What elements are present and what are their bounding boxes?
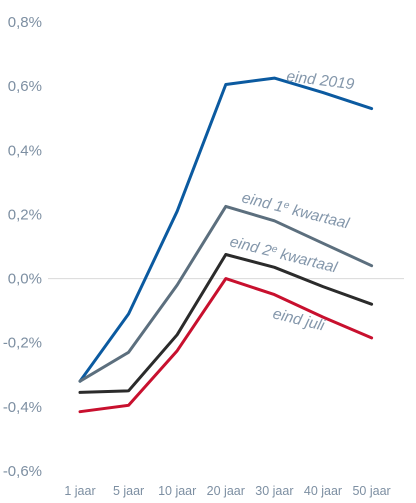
series-lines [78, 76, 374, 414]
series-label-eind-1e-kwartaal: eind 1e kwartaal [240, 189, 351, 233]
x-tick-label: 10 jaar [158, 484, 196, 498]
x-axis: 1 jaar 5 jaar 10 jaar 20 jaar 30 jaar 40 jaar… [64, 484, 390, 498]
series-line-eind-2019 [78, 76, 374, 383]
y-tick-label: -0,2% [3, 335, 42, 352]
x-tick-label: 20 jaar [207, 484, 245, 498]
series-line-eind-1e-kwartaal [78, 204, 374, 383]
x-tick-label: 50 jaar [352, 484, 390, 498]
series-line-eind-juli [78, 277, 374, 414]
series-line-eind-2e-kwartaal [78, 253, 374, 394]
y-tick-label: -0,4% [3, 399, 42, 416]
y-tick-label: 0,6% [8, 78, 42, 95]
series-label-eind-2019: eind 2019 [286, 68, 356, 93]
series-label-eind-juli: eind juli [271, 305, 327, 334]
x-tick-label: 1 jaar [64, 484, 95, 498]
series-label-tail: kwartaal [286, 201, 351, 233]
x-tick-label: 30 jaar [255, 484, 293, 498]
series-label-sup: e [271, 243, 279, 255]
x-tick-label: 40 jaar [304, 484, 342, 498]
y-tick-label: 0,0% [8, 271, 42, 288]
y-tick-label: 0,8% [8, 14, 42, 31]
y-tick-label: 0,4% [8, 142, 42, 159]
y-tick-label: -0,6% [3, 463, 42, 480]
y-axis: -0,6% -0,4% -0,2% 0,0% 0,2% 0,4% 0,6% 0,8% [3, 14, 42, 480]
series-label-sup: e [283, 199, 291, 211]
y-tick-label: 0,2% [8, 206, 42, 223]
x-tick-label: 5 jaar [113, 484, 144, 498]
